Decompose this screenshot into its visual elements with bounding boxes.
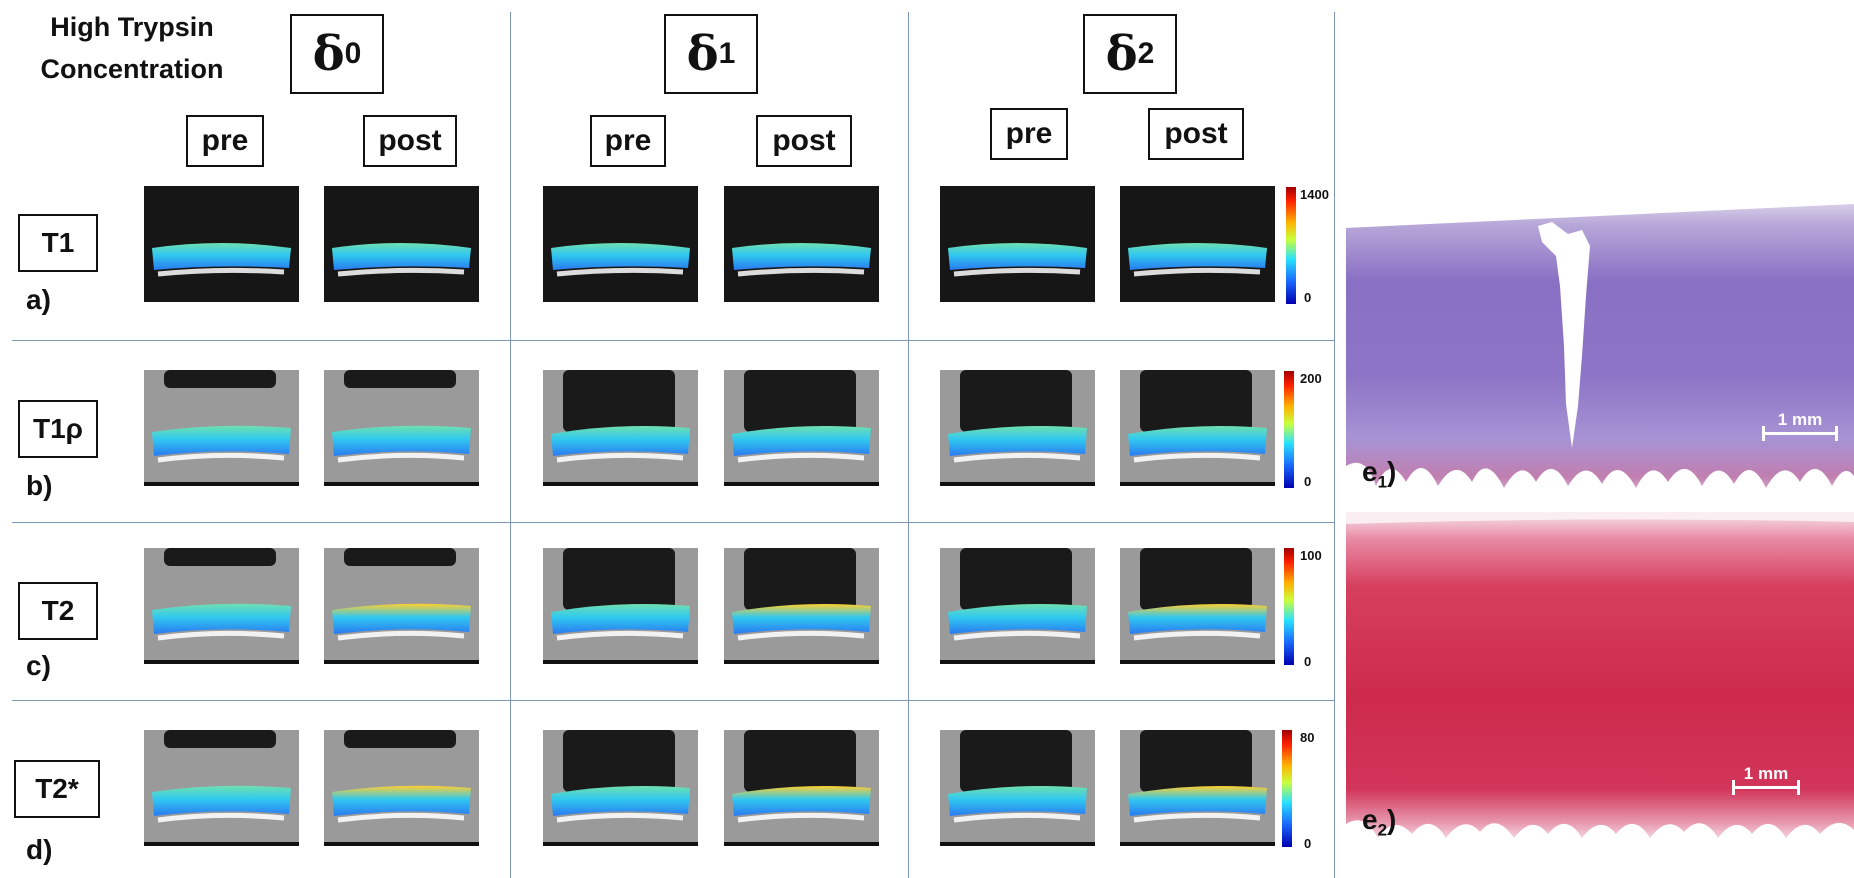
row-label-a: a)	[26, 284, 51, 315]
delta-subscript: 1	[718, 37, 736, 70]
row-header-t2: T2	[18, 582, 98, 640]
mri-scan-t2-d1-post	[724, 548, 879, 664]
delta-subscript: 2	[1137, 37, 1155, 70]
col-header-post-1: post	[756, 115, 852, 167]
histology-image-e2: 1 mm e2)	[1346, 512, 1854, 850]
colorbar-t2	[1284, 548, 1294, 665]
scale-bar-e2-label: 1 mm	[1743, 764, 1789, 783]
mri-scan-t1rho-d1-post	[724, 370, 879, 486]
row-label-c: c)	[26, 650, 51, 681]
colorbar-t1	[1286, 187, 1296, 304]
mri-scan-t2-d0-post	[324, 548, 479, 664]
row-label-b: b)	[26, 470, 53, 501]
mri-scan-t2-d1-pre	[543, 548, 698, 664]
histology-image-e1: 1 mm e1)	[1346, 186, 1854, 502]
delta-subscript: 0	[344, 37, 362, 70]
scale-bar-e1: 1 mm	[1762, 410, 1838, 441]
colorbar-t2-star-min: 0	[1304, 836, 1312, 851]
delta-symbol: δ	[1105, 26, 1138, 82]
colorbar-t1-min: 0	[1304, 290, 1312, 305]
scale-bar-e2: 1 mm	[1732, 764, 1800, 795]
mri-scan-t1-d1-post	[724, 186, 879, 302]
panel-label-e1: e1)	[1362, 456, 1397, 492]
colorbar-t2-max: 100	[1300, 548, 1322, 563]
row-header-t2-star: T2*	[14, 760, 100, 818]
colorbar-t2-min: 0	[1304, 654, 1312, 669]
scale-bar-e1-label: 1 mm	[1777, 410, 1823, 429]
grid-row-divider-3	[12, 700, 1334, 701]
mri-scan-t1rho-d0-post	[324, 370, 479, 486]
mri-scan-t1-d2-pre	[940, 186, 1095, 302]
panel-label-e2: e2)	[1362, 804, 1397, 840]
mri-scan-t2-star-d2-post	[1120, 730, 1275, 846]
title-line-2: Concentration	[40, 54, 224, 84]
row-label-d: d)	[26, 834, 53, 865]
mri-scan-t2-star-d0-pre	[144, 730, 299, 846]
colorbar-t1-max: 1400	[1300, 187, 1329, 202]
col-header-post-2: post	[1148, 108, 1244, 160]
mri-scan-t1rho-d1-pre	[543, 370, 698, 486]
histology-e1-drawing	[1346, 186, 1854, 502]
mri-scan-t1rho-d2-pre	[940, 370, 1095, 486]
colorbar-t2-star	[1282, 730, 1292, 847]
title-line-1: High Trypsin	[50, 12, 214, 42]
grid-divider-3	[1334, 12, 1335, 878]
mri-scan-t2-star-d2-pre	[940, 730, 1095, 846]
col-header-pre-2: pre	[990, 108, 1068, 160]
mri-scan-t1-d0-post	[324, 186, 479, 302]
delta-symbol: δ	[686, 26, 719, 82]
mri-scan-t1-d0-pre	[144, 186, 299, 302]
histology-e2-drawing	[1346, 512, 1854, 850]
mri-scan-t2-star-d1-pre	[543, 730, 698, 846]
mri-scan-t2-d2-post	[1120, 548, 1275, 664]
mri-scan-t2-d0-pre	[144, 548, 299, 664]
mri-scan-t1-d1-pre	[543, 186, 698, 302]
delta-symbol: δ	[312, 26, 345, 82]
figure-title: High Trypsin Concentration	[12, 6, 252, 90]
row-header-t1rho: T1ρ	[18, 400, 98, 458]
grid-divider-2	[908, 12, 909, 878]
col-header-pre-0: pre	[186, 115, 264, 167]
colorbar-t1rho-min: 0	[1304, 474, 1312, 489]
colorbar-t2-star-max: 80	[1300, 730, 1315, 745]
grid-divider-1	[510, 12, 511, 878]
col-header-pre-1: pre	[590, 115, 666, 167]
colorbar-t1rho	[1284, 371, 1294, 488]
mri-scan-t1rho-d2-post	[1120, 370, 1275, 486]
grid-row-divider-2	[12, 522, 1334, 523]
mri-scan-t2-star-d1-post	[724, 730, 879, 846]
mri-scan-t2-d2-pre	[940, 548, 1095, 664]
colorbar-t1rho-max: 200	[1300, 371, 1322, 386]
row-header-t1: T1	[18, 214, 98, 272]
mri-scan-t2-star-d0-post	[324, 730, 479, 846]
col-header-post-0: post	[363, 115, 457, 167]
grid-row-divider-1	[12, 340, 1334, 341]
mri-scan-t1rho-d0-pre	[144, 370, 299, 486]
mri-scan-t1-d2-post	[1120, 186, 1275, 302]
